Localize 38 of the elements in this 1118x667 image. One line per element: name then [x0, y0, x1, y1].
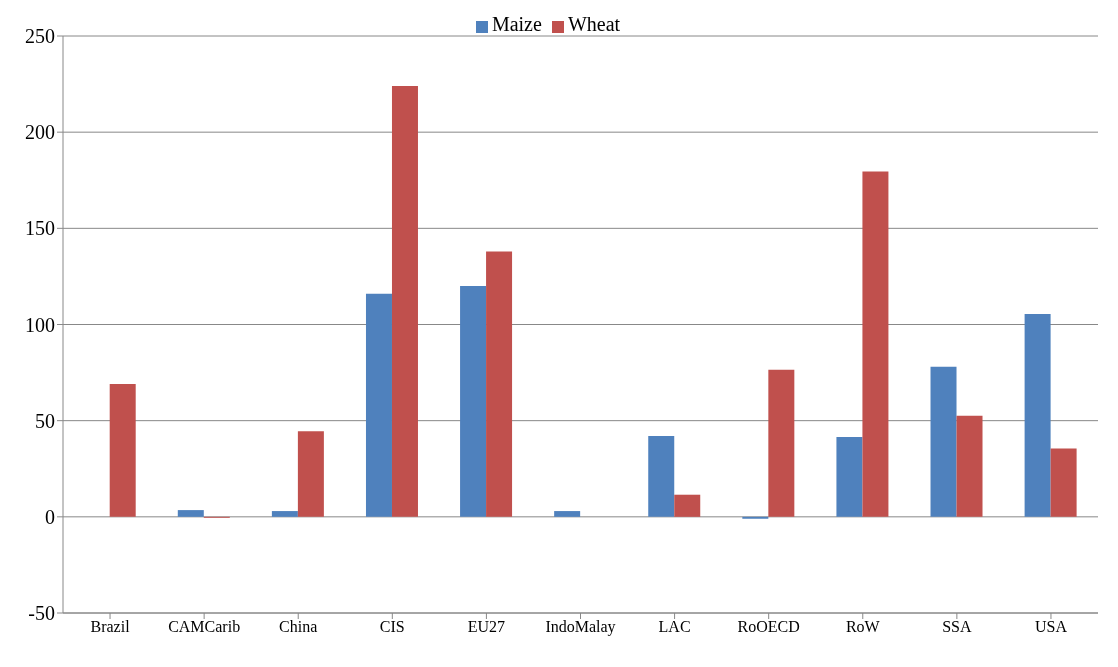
bar — [648, 436, 675, 517]
x-tick-label: EU27 — [467, 618, 506, 636]
x-tick-label: LAC — [658, 618, 691, 636]
x-tick-label: IndoMalay — [545, 618, 616, 637]
y-tick-label: 50 — [35, 409, 55, 432]
bar — [109, 384, 136, 517]
bar — [956, 415, 983, 517]
x-tick-label: CIS — [379, 618, 405, 636]
bar — [365, 293, 392, 517]
bar — [554, 511, 581, 517]
y-tick-label: 100 — [25, 313, 55, 336]
x-tick-label: RoOECD — [737, 618, 800, 636]
y-tick-label: -50 — [28, 602, 55, 625]
bar — [674, 494, 701, 517]
bar — [486, 251, 513, 517]
x-tick-label: Brazil — [90, 618, 131, 636]
legend-label: Maize — [491, 13, 542, 35]
bar — [460, 286, 487, 517]
x-tick-label: CAMCarib — [168, 618, 241, 636]
x-tick-label: USA — [1034, 618, 1068, 636]
x-tick-label: RoW — [845, 618, 881, 636]
bar — [836, 437, 863, 517]
bar — [271, 511, 298, 517]
y-tick-label: 0 — [45, 505, 55, 528]
bar — [297, 431, 324, 517]
bar — [930, 366, 957, 517]
y-tick-label: 200 — [25, 121, 55, 144]
bar — [768, 369, 795, 517]
bar — [862, 171, 889, 517]
legend-label: Wheat — [567, 13, 621, 35]
x-tick-label: SSA — [942, 618, 972, 636]
bar — [1024, 313, 1051, 517]
bar — [391, 86, 418, 517]
y-tick-label: 250 — [25, 25, 55, 48]
y-tick-label: 150 — [25, 217, 55, 240]
bar — [1050, 448, 1077, 517]
x-tick-label: China — [279, 618, 318, 636]
bar — [177, 510, 204, 517]
